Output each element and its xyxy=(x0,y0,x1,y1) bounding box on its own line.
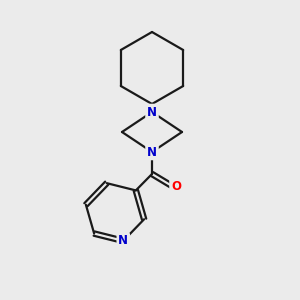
Text: N: N xyxy=(147,106,157,118)
Text: N: N xyxy=(147,146,157,158)
Text: N: N xyxy=(118,234,128,247)
Text: O: O xyxy=(171,181,181,194)
